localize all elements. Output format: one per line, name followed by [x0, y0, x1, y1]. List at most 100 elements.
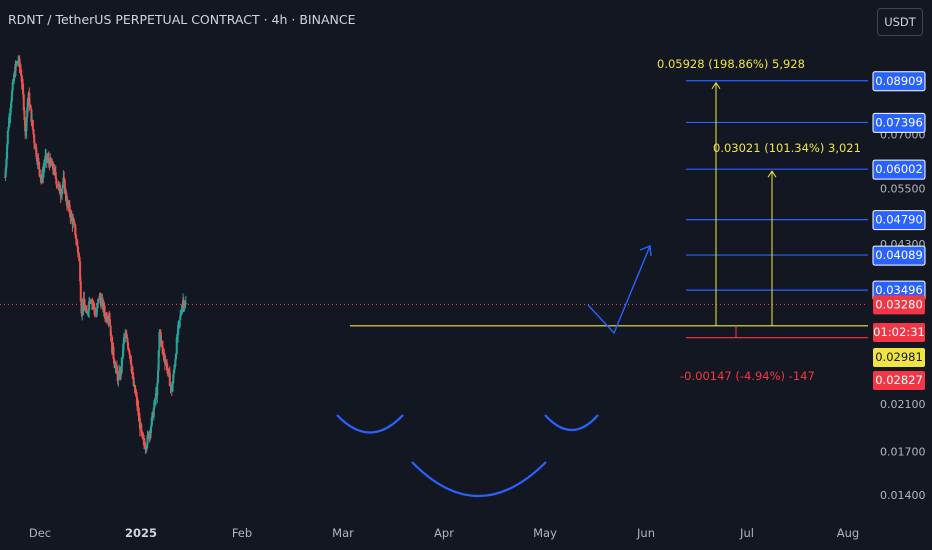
candle-body: [141, 434, 144, 439]
price-badge: [872, 159, 926, 180]
candle-body: [180, 311, 183, 314]
candle-body: [145, 447, 148, 449]
candle-body: [145, 444, 148, 448]
candle-body: [76, 240, 79, 247]
candle-body: [86, 310, 89, 314]
candle-body: [157, 350, 160, 371]
candle-body: [176, 334, 179, 338]
candle-body: [146, 434, 149, 445]
candle-body: [19, 70, 22, 76]
candle-body: [77, 253, 80, 257]
candle-body: [136, 406, 139, 408]
candle-body: [136, 396, 139, 407]
price-badge: [872, 112, 926, 133]
left-shoulder-arc: [336, 414, 404, 434]
candle-body: [113, 363, 116, 369]
candle-body: [72, 220, 75, 225]
candle-body: [103, 305, 106, 313]
price-badge-label: 0.03280: [875, 297, 923, 311]
candle-body: [102, 299, 105, 310]
candle-body: [70, 213, 73, 218]
candle-body: [104, 312, 107, 318]
candle-body: [119, 368, 122, 378]
candle-body: [32, 129, 35, 135]
candle-body: [33, 134, 36, 144]
candle-body: [63, 179, 66, 194]
candle-body: [156, 370, 159, 383]
candle-body: [128, 350, 131, 355]
candle-body: [108, 316, 111, 320]
candle-body: [110, 336, 113, 338]
candle-body: [173, 366, 176, 370]
candle-body: [123, 336, 126, 338]
candle-body: [30, 109, 33, 122]
candle-body: [74, 234, 77, 239]
candle-body: [95, 308, 98, 316]
candle-body: [58, 184, 61, 194]
candle-body: [11, 82, 14, 91]
candle-body: [9, 107, 12, 116]
candle-body: [137, 407, 140, 416]
candle-body: [4, 176, 6, 178]
candle-body: [74, 224, 77, 235]
candle-body: [77, 246, 80, 254]
candle-body: [130, 363, 133, 372]
candle-body: [150, 426, 153, 434]
measure-annotation: -0.00147 (-4.94%) -147: [680, 369, 815, 383]
candle-body: [13, 74, 16, 82]
candle-body: [47, 158, 50, 162]
candle-body: [25, 117, 28, 131]
price-badge-label: 0.03496: [875, 283, 923, 297]
candle-body: [97, 298, 100, 304]
candle-body: [106, 319, 109, 321]
candle-body: [23, 110, 26, 121]
candle-body: [87, 310, 90, 314]
candle-body: [168, 369, 171, 373]
candle-body: [96, 303, 99, 309]
candle-body: [112, 347, 115, 359]
price-badge-label: 0.08909: [875, 74, 923, 88]
candle-body: [158, 331, 161, 351]
candle-body: [68, 204, 71, 213]
candle-body: [94, 313, 97, 316]
candle-body: [121, 356, 124, 358]
candle-body: [38, 162, 41, 170]
candle-body: [153, 399, 156, 408]
currency-button[interactable]: USDT: [877, 8, 923, 36]
candle-body: [122, 336, 125, 345]
candle-body: [21, 82, 24, 84]
candle-body: [6, 144, 9, 159]
candle-body: [138, 417, 141, 429]
candle-body: [10, 90, 13, 101]
candle-body: [131, 373, 134, 378]
candle-body: [79, 261, 82, 282]
candle-body: [31, 120, 34, 130]
candle-body: [38, 169, 41, 177]
candle-body: [97, 298, 100, 300]
candle-body: [88, 300, 91, 311]
candle-body: [148, 432, 151, 438]
candle-body: [63, 177, 66, 180]
candle-body: [134, 392, 137, 395]
candle-body: [184, 302, 187, 305]
candle-body: [46, 159, 49, 161]
candle-body: [24, 130, 27, 132]
candle-body: [129, 355, 132, 364]
candle-body: [154, 399, 157, 401]
candle-body: [29, 105, 32, 110]
candle-body: [117, 375, 120, 381]
candle-body: [154, 392, 157, 400]
candle-body: [132, 377, 135, 386]
x-tick-label: 2025: [125, 526, 157, 540]
candle-body: [172, 373, 175, 384]
candle-body: [43, 163, 46, 167]
candle-body: [45, 153, 48, 161]
candle-body: [73, 222, 76, 225]
candle-body: [179, 313, 182, 316]
right-shoulder-arc: [544, 414, 599, 431]
candle-body: [183, 307, 186, 309]
price-badge-label: 0.02827: [875, 373, 923, 387]
